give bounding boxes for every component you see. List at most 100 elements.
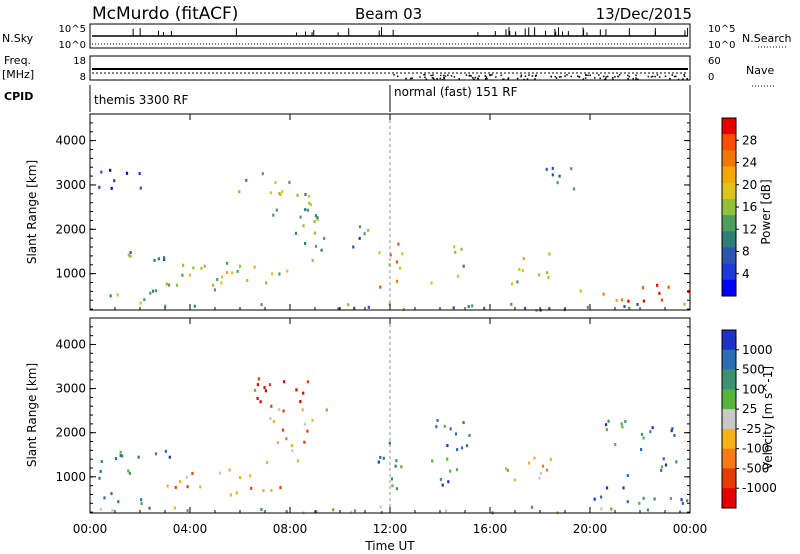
data-cell <box>456 448 459 452</box>
data-cell <box>191 471 194 475</box>
data-cell <box>579 289 582 293</box>
data-cell <box>110 492 113 496</box>
colorbar-segment <box>722 389 736 410</box>
nave-point <box>656 74 659 76</box>
data-cell <box>455 468 459 472</box>
data-cell <box>311 258 314 262</box>
data-cell <box>278 272 281 276</box>
nave-point <box>654 75 656 78</box>
nave-point <box>628 75 631 78</box>
data-cell <box>605 486 609 490</box>
data-cell <box>117 500 120 504</box>
data-cell <box>614 443 617 447</box>
nave-point <box>576 75 579 77</box>
data-cell <box>658 291 661 295</box>
nave-point <box>502 78 504 81</box>
colorbar-tick-label: 25 <box>742 402 757 416</box>
data-cell <box>228 468 231 472</box>
data-cell <box>505 467 508 471</box>
data-cell <box>662 457 665 461</box>
data-cell <box>518 267 521 271</box>
data-cell <box>259 400 262 404</box>
data-cell <box>367 228 370 232</box>
data-cell <box>398 266 402 270</box>
nave-point <box>599 77 601 80</box>
data-cell <box>260 508 263 511</box>
data-cell <box>140 502 143 505</box>
nave-point <box>491 74 493 76</box>
nave-point <box>635 74 637 77</box>
data-cell <box>174 485 177 489</box>
nsky-panel: N.Sky 10^5 10^0 N.Search 10^5 10^0 <box>2 23 792 51</box>
data-cell <box>304 208 307 212</box>
data-cell <box>238 190 241 194</box>
nave-point <box>647 75 650 78</box>
data-cell <box>530 505 534 509</box>
data-cell <box>380 510 383 514</box>
data-cell <box>173 506 176 510</box>
data-cell <box>257 377 260 381</box>
data-cell <box>316 216 319 220</box>
nave-point <box>485 76 488 78</box>
data-cell <box>113 179 116 183</box>
data-cell <box>238 264 242 268</box>
nave-point <box>602 75 605 78</box>
data-cell <box>660 468 663 472</box>
power-panel: 1000 2000 3000 4000 Slant Range [km] <box>25 113 691 312</box>
x-tick-label: 00:00 <box>673 522 708 536</box>
nave-point <box>495 76 497 78</box>
data-cell <box>642 299 645 303</box>
nave-point <box>555 77 558 79</box>
data-cell <box>620 422 623 426</box>
data-cell <box>140 498 143 502</box>
nave-point <box>637 78 639 81</box>
nave-point <box>516 77 519 80</box>
data-cell <box>510 282 514 286</box>
data-cell <box>445 509 448 513</box>
data-cell <box>100 170 103 174</box>
nave-point <box>604 78 607 80</box>
colorbar-tick-label: 16 <box>742 200 757 214</box>
data-cell <box>163 258 166 261</box>
data-cell <box>157 257 160 261</box>
nsky-tick-top: 10^5 <box>59 24 86 35</box>
data-cell <box>268 383 271 387</box>
data-cell <box>304 241 307 245</box>
data-cell <box>524 306 527 310</box>
data-cell <box>235 491 238 495</box>
nave-point <box>664 75 667 78</box>
data-cell <box>285 510 288 514</box>
data-cell <box>313 220 316 224</box>
data-cell <box>281 190 284 194</box>
freq-panel: Freq. [MHz] 18 8 60 0 Nave <box>2 54 774 87</box>
colorbar-tick-label: 12 <box>742 222 757 236</box>
data-cell <box>313 231 316 235</box>
data-cell <box>367 305 370 309</box>
x-tick-label: 04:00 <box>173 522 208 536</box>
data-cell <box>462 264 465 268</box>
data-cell <box>626 474 629 477</box>
data-cell <box>291 449 294 453</box>
data-cell <box>646 508 650 512</box>
nsearch-tick-top: 10^5 <box>708 24 735 35</box>
data-cell <box>628 306 631 310</box>
data-cell <box>600 507 603 511</box>
data-cell <box>462 421 465 425</box>
data-cell <box>395 260 398 264</box>
nave-point <box>566 74 568 76</box>
colorbar-segment <box>722 488 736 509</box>
nave-point <box>411 77 413 79</box>
colorbar-tick-label: -500 <box>742 461 769 475</box>
data-cell <box>262 489 265 493</box>
nave-point <box>683 74 685 76</box>
data-cell <box>249 474 252 478</box>
data-cell <box>200 266 203 270</box>
data-cell <box>114 457 118 461</box>
data-cell <box>516 280 519 284</box>
data-cell <box>279 486 282 490</box>
colorbar-segment <box>722 182 736 200</box>
nave-label: Nave <box>746 64 774 77</box>
data-cell <box>320 248 323 252</box>
data-cell <box>400 465 403 469</box>
